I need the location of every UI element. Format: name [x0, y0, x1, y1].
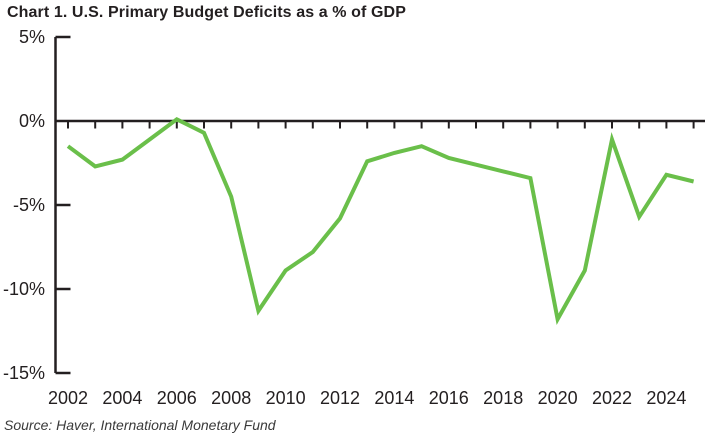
source-note: Source: Haver, International Monetary Fu… — [4, 417, 276, 433]
y-tick-label: 0% — [19, 111, 45, 131]
x-tick-label: 2004 — [102, 388, 142, 408]
x-tick-label: 2022 — [592, 388, 632, 408]
y-tick-label: 5% — [19, 27, 45, 47]
x-axis: 2002 2004 2006 2008 2010 2012 2014 2016 2018 2020… — [48, 119, 705, 408]
y-tick-label: -15% — [3, 363, 45, 383]
deficit-line-series — [66, 116, 695, 325]
y-axis: 5% 0% -5% -10% -15% — [3, 27, 71, 383]
x-tick-label: 2014 — [374, 388, 414, 408]
x-tick-label: 2018 — [483, 388, 523, 408]
y-tick-label: -5% — [13, 195, 45, 215]
x-tick-label: 2010 — [266, 388, 306, 408]
x-tick-label: 2016 — [429, 388, 469, 408]
x-tick-label: 2006 — [157, 388, 197, 408]
x-tick-label: 2024 — [646, 388, 686, 408]
x-tick-label: 2020 — [538, 388, 578, 408]
y-tick-label: -10% — [3, 279, 45, 299]
x-tick-label: 2012 — [320, 388, 360, 408]
x-tick-label: 2008 — [211, 388, 251, 408]
x-tick-label: 2002 — [48, 388, 88, 408]
chart-title: Chart 1. U.S. Primary Budget Deficits as… — [7, 4, 406, 21]
